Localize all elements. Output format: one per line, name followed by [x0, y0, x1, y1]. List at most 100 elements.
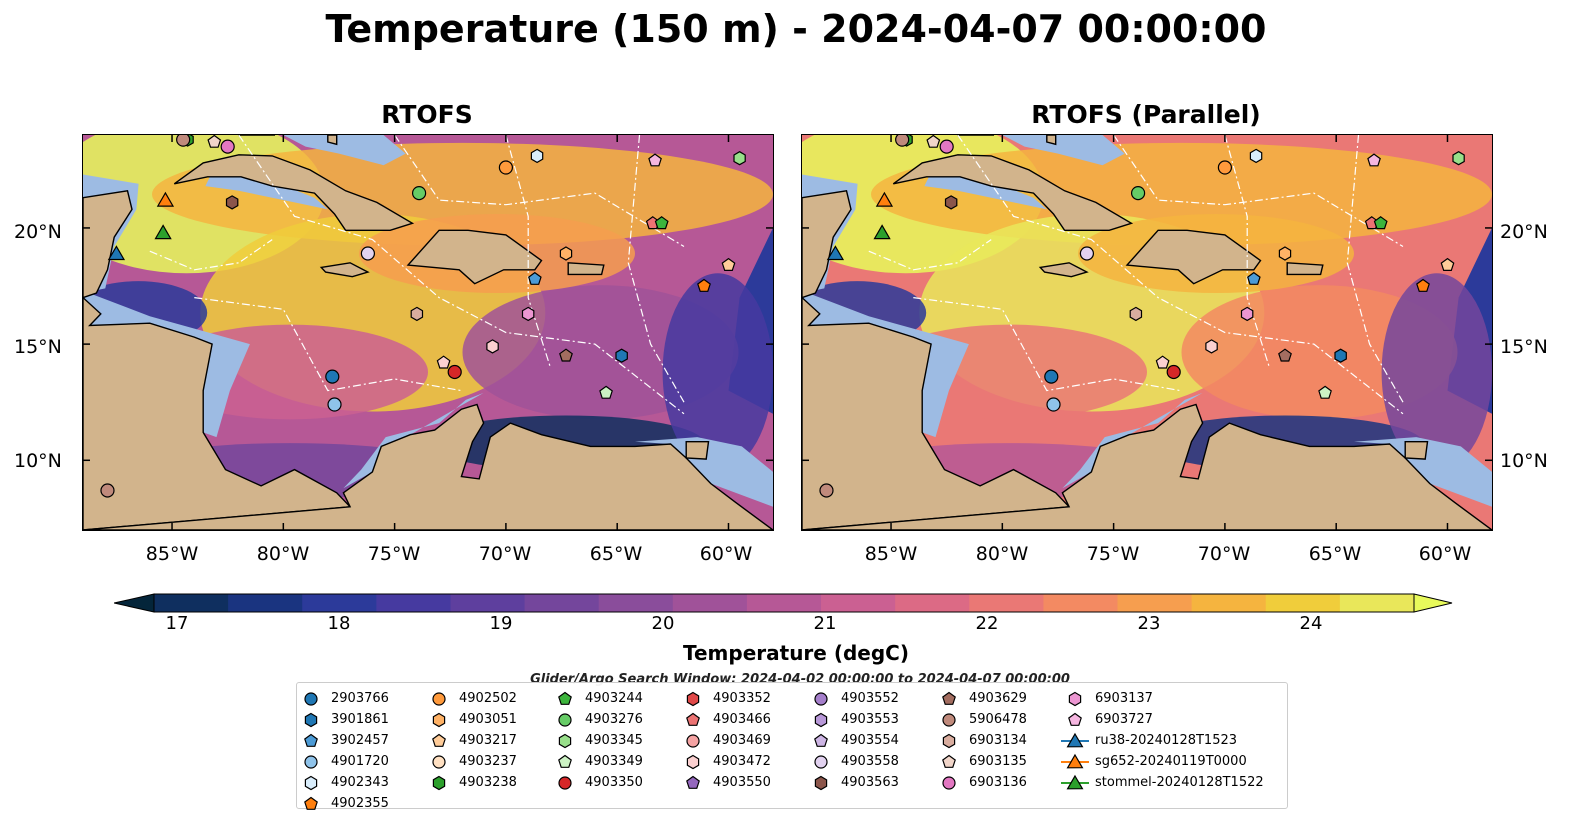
float-marker-4903349[interactable]: [1318, 385, 1332, 399]
eez-boundary-line: [1346, 135, 1404, 403]
legend-label: 6903727: [1095, 712, 1153, 727]
float-marker-4902355[interactable]: [1416, 278, 1430, 292]
legend-label: 4903217: [459, 733, 517, 748]
float-marker-stommel[interactable]: [873, 224, 891, 240]
float-marker-4903345[interactable]: [1452, 151, 1465, 166]
float-marker-4902343[interactable]: [530, 148, 544, 164]
figure-title: Temperature (150 m) - 2024-04-07 00:00:0…: [325, 7, 1267, 51]
float-marker-4902502[interactable]: [498, 160, 514, 175]
colorbar-segment: [524, 594, 600, 612]
legend-marker-icon: [942, 712, 956, 727]
float-marker-4903629[interactable]: [559, 348, 573, 362]
legend-label: 4902502: [459, 691, 517, 706]
eez-boundary-line: [1224, 135, 1270, 368]
float-marker-sg652[interactable]: [156, 191, 175, 207]
float-marker-4902355[interactable]: [697, 278, 711, 292]
eez-boundary-line: [149, 239, 273, 271]
float-marker-stommel[interactable]: [154, 224, 172, 240]
legend-label: ru38-20240128T1523: [1095, 733, 1238, 748]
float-marker-4903217[interactable]: [1440, 257, 1455, 271]
legend-marker-icon: [558, 691, 572, 705]
float-marker-2903766[interactable]: [325, 369, 340, 384]
eez-boundary-line: [957, 135, 1404, 415]
colorbar-segment: [228, 594, 303, 612]
float-marker-4903469[interactable]: [1155, 355, 1170, 369]
float-marker-4901720[interactable]: [327, 397, 342, 412]
float-marker-4903350[interactable]: [1166, 364, 1181, 380]
legend-item: 4903550: [679, 772, 771, 793]
float-marker-4902343[interactable]: [1249, 148, 1263, 164]
float-marker-4902502[interactable]: [1217, 160, 1233, 175]
lon-label-right-70w: 70°W: [1197, 543, 1251, 565]
float-marker-4903469[interactable]: [436, 355, 451, 369]
legend-label: 4903051: [459, 712, 517, 727]
land-yucatan: [802, 190, 852, 299]
float-marker-4903051[interactable]: [559, 246, 573, 261]
float-marker-4903349[interactable]: [599, 385, 613, 399]
float-marker-5906478b[interactable]: [819, 483, 834, 498]
float-marker-4903472[interactable]: [1205, 339, 1218, 354]
float-marker-sg652[interactable]: [875, 191, 894, 207]
legend-label: 5906478: [969, 712, 1027, 727]
legend-item: 5906478: [935, 709, 1027, 730]
float-marker-4903051[interactable]: [1278, 246, 1292, 261]
land-trinidad: [685, 441, 710, 460]
legend-column: 6903137 6903727 ru38-20240128T1523 sg652-20…: [1061, 688, 1264, 793]
float-marker-4901720[interactable]: [1046, 397, 1061, 412]
float-marker-4903244[interactable]: [654, 216, 669, 230]
float-marker-4903244[interactable]: [1373, 216, 1388, 230]
map-panel-rtofs-parallel[interactable]: [801, 134, 1493, 531]
float-marker-4903472[interactable]: [486, 339, 499, 354]
float-marker-6903135[interactable]: [207, 135, 222, 148]
float-marker-6903727[interactable]: [648, 153, 662, 167]
float-marker-6903134[interactable]: [410, 306, 424, 322]
float-marker-4903558[interactable]: [1079, 246, 1095, 261]
colorbar-tick-20: 20: [651, 613, 675, 634]
float-marker-3902457[interactable]: [527, 271, 542, 285]
land-bahamas-a: [1046, 135, 1057, 146]
float-marker-6903137[interactable]: [521, 306, 535, 322]
float-marker-4903563[interactable]: [225, 195, 239, 210]
float-marker-ru38[interactable]: [826, 245, 845, 261]
colorbar-segment: [302, 594, 377, 612]
float-marker-6903137[interactable]: [1240, 306, 1254, 322]
float-marker-4903276[interactable]: [411, 185, 427, 201]
lon-label-right-85w: 85°W: [864, 543, 918, 565]
float-marker-3902457[interactable]: [1246, 271, 1261, 285]
float-marker-5906478[interactable]: [895, 135, 910, 147]
land-trinidad: [1404, 441, 1429, 460]
float-marker-6903136[interactable]: [939, 139, 954, 154]
float-marker-4903558[interactable]: [360, 246, 376, 261]
float-marker-4903276[interactable]: [1130, 185, 1146, 201]
colorbar-segment: [1117, 594, 1193, 612]
colorbar-tick-23: 23: [1137, 613, 1161, 634]
map-panel-rtofs[interactable]: [82, 134, 774, 531]
float-marker-5906478[interactable]: [176, 135, 191, 147]
float-marker-4903350[interactable]: [447, 364, 462, 380]
legend-item: 3901861: [297, 709, 389, 730]
legend-marker-icon: [942, 754, 956, 768]
map-canvas-rtofs: [83, 135, 773, 530]
legend-item: 6903727: [1061, 709, 1264, 730]
float-marker-ru38[interactable]: [107, 245, 126, 261]
shelf-honduras: [83, 290, 250, 438]
float-marker-4903217[interactable]: [721, 257, 736, 271]
colorbar-tick-22: 22: [975, 613, 999, 634]
eez-boundary-line: [1113, 135, 1404, 248]
float-marker-4903629[interactable]: [1278, 348, 1292, 362]
shelf-honduras: [802, 290, 969, 438]
legend-item: stommel-20240128T1522: [1061, 772, 1264, 793]
float-marker-5906478b[interactable]: [100, 483, 115, 498]
float-marker-4903345[interactable]: [733, 151, 746, 166]
legend-marker-icon: [686, 775, 700, 789]
float-marker-6903134[interactable]: [1129, 306, 1143, 322]
legend-marker-icon: [304, 691, 318, 706]
float-marker-6903136[interactable]: [220, 139, 235, 154]
float-marker-6903727[interactable]: [1367, 153, 1381, 167]
legend-label: 4903238: [459, 775, 517, 790]
float-marker-3901861[interactable]: [1334, 348, 1347, 363]
float-marker-2903766[interactable]: [1044, 369, 1059, 384]
float-marker-3901861[interactable]: [615, 348, 628, 363]
float-marker-6903135[interactable]: [926, 135, 941, 148]
float-marker-4903563[interactable]: [944, 195, 958, 210]
